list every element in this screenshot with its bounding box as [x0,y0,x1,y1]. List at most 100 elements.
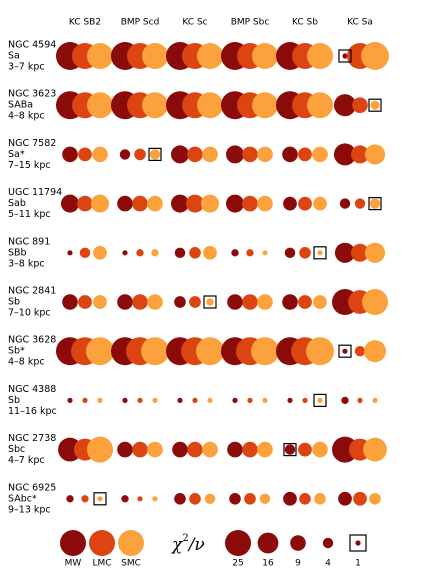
best-fit-box [368,197,382,211]
size-legend-label: 4 [325,559,331,569]
best-fit-box [203,295,217,309]
bubble [317,397,323,403]
bubble [206,298,214,306]
galaxy-name: NGC 4388 [8,384,56,395]
bubble [92,146,108,163]
bubble [339,198,351,209]
bubble [82,397,88,403]
bubble [202,146,218,163]
bubble [147,294,163,310]
size-label-rest: /ν [187,535,205,555]
bubble [87,436,113,463]
bubble [338,491,352,506]
size-legend-label: 1 [355,559,361,569]
bubble [85,337,115,366]
bubble [77,195,93,212]
bubble [136,249,144,257]
bubble [203,245,217,260]
legend-label: SMC [121,559,141,569]
bubble [122,397,128,403]
bubble [369,492,381,505]
bubble [200,194,220,213]
legend-swatch [89,530,115,556]
bubble [307,43,333,69]
galaxy-range: 3–7 kpc [8,62,45,73]
bubble [185,194,205,213]
best-fit-box [338,344,352,358]
bubble [225,194,245,213]
bubble [252,92,278,119]
galaxy-name: NGC 2841 [8,286,56,297]
bubble [354,346,366,357]
bubble [314,492,326,505]
bubble [189,492,201,505]
bubble [364,242,386,263]
bubble [149,149,161,160]
bubble [197,92,223,119]
galaxy-name: NGC 3623 [8,89,56,100]
bubble [177,397,183,403]
bubble [298,196,312,211]
bubble [313,295,327,309]
galaxy-name: NGC 7582 [8,138,56,149]
bubble [81,495,89,503]
bubble [242,441,258,458]
bubble [67,397,73,403]
best-fit-box [368,98,382,112]
bubble [117,195,133,212]
best-fit-box [313,246,327,260]
bubble [357,397,363,403]
bubble [307,92,333,119]
bubble [62,146,78,163]
bubble [187,146,203,163]
column-header: BMP Scd [121,18,160,28]
bubble [132,294,148,310]
bubble [140,337,170,366]
bubble [189,296,201,308]
bubble [142,92,168,119]
bubble [119,149,131,160]
size-legend-bubble [257,532,279,554]
bubble [90,194,110,213]
bubble [227,441,243,458]
galaxy-type: Sab [8,198,26,209]
bubble [313,196,327,211]
bubble [333,94,357,117]
bubble [283,196,297,211]
bubble [298,442,312,457]
legend-swatch [60,530,86,556]
galaxy-type: Sb [8,395,20,406]
bubble [341,396,349,405]
bubble [299,492,311,505]
size-legend-label: 16 [262,559,274,569]
bubble [174,247,186,258]
bubble [334,242,356,263]
bubble [257,195,273,212]
bubble [195,337,225,366]
bubble [247,397,253,403]
bubble [93,245,107,260]
galaxy-type: Sb [8,297,20,308]
galaxy-name: NGC 891 [8,236,50,247]
bubble [283,491,297,506]
bubble [147,195,163,212]
bubble [363,437,387,462]
galaxy-name: UGC 11794 [8,187,62,198]
bubble [284,444,296,455]
galaxy-name: NGC 2738 [8,433,56,444]
galaxy-range: 9–13 kpc [8,504,51,515]
bubble [364,144,386,165]
size-legend-bubble [225,530,251,556]
bubble [97,496,103,502]
galaxy-range: 7–15 kpc [8,160,51,171]
bubble [244,492,256,505]
bubble [242,294,258,310]
bubble [333,143,357,166]
size-legend-label: 9 [295,559,301,569]
bubble [299,246,311,259]
bubble [350,145,370,164]
bubble [174,296,186,308]
galaxy-range: 4–8 kpc [8,357,45,368]
bubble [132,195,148,212]
bubble [227,294,243,310]
